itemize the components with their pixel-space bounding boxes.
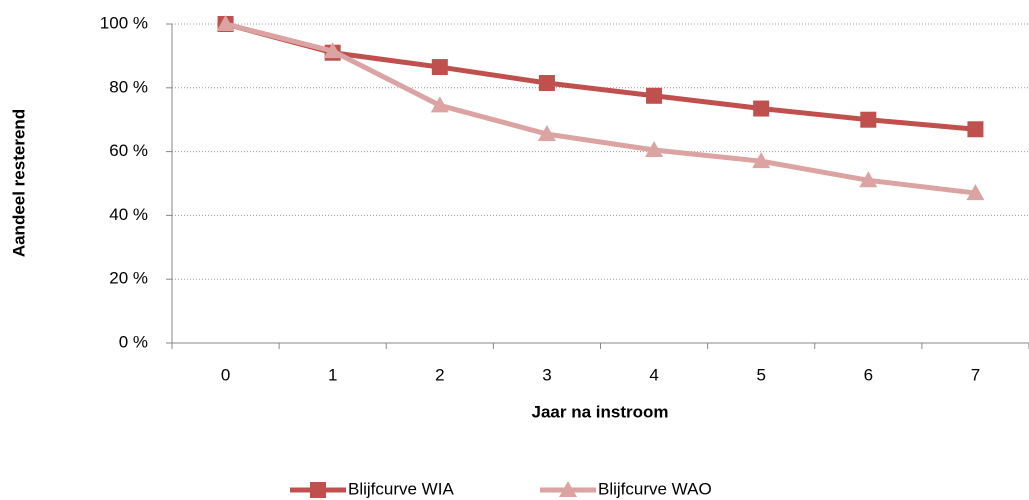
y-tick-label: 40 % [109,205,148,224]
y-tick-label: 60 % [109,141,148,160]
data-point [645,141,664,158]
legend-marker [310,482,326,498]
data-point [859,171,878,188]
data-point [216,15,235,31]
y-tick-label: 80 % [109,77,148,96]
x-tick-label: 4 [649,365,658,384]
x-tick-label: 3 [542,365,551,384]
legend-label: Blijfcurve WIA [348,479,454,498]
data-point [860,111,877,128]
x-tick-label: 1 [328,365,337,384]
data-point [431,59,448,76]
legend-label: Blijfcurve WAO [598,479,712,498]
data-point [752,152,771,169]
x-tick-label: 7 [971,365,980,384]
data-point [646,87,663,104]
series-line [224,21,976,132]
legend-marker [559,481,577,497]
x-tick-label: 5 [756,365,765,384]
data-point [538,75,555,92]
x-axis-title: Jaar na instroom [532,402,669,421]
data-point [753,100,770,117]
x-tick-label: 2 [435,365,444,384]
data-point [537,125,556,142]
y-axis-title: Aandeel resterend [9,109,28,257]
y-tick-label: 0 % [119,332,148,351]
y-tick-label: 20 % [109,269,148,288]
x-tick-label: 0 [221,365,230,384]
series-line [224,21,976,196]
x-tick-label: 6 [864,365,873,384]
data-point [967,121,984,138]
y-tick-label: 100 % [100,13,148,32]
data-point [966,184,985,201]
data-point [430,96,449,113]
data-point [323,42,342,59]
